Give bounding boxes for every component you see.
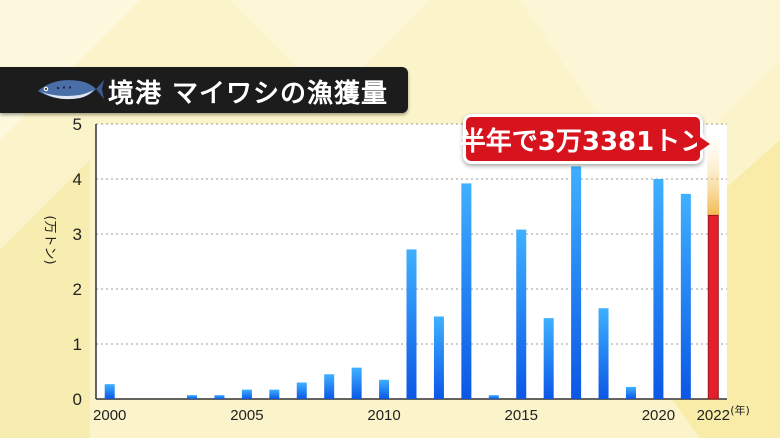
title-banner: 境港 マイワシの漁獲量 [0, 67, 408, 113]
bar-highlight [707, 214, 719, 400]
bar [269, 389, 280, 399]
bar [351, 367, 362, 399]
callout-pointer [697, 135, 710, 153]
y-tick-label: 4 [73, 170, 82, 189]
x-tick-labels: 2000 2005 2010 2015 2020 2022 [93, 407, 730, 424]
catch-callout: 半年で3万3381トン [460, 114, 706, 164]
bar [379, 379, 390, 399]
x-tick-label: 2020 [642, 407, 675, 424]
y-tick-label: 5 [73, 115, 82, 134]
y-tick-label: 2 [73, 280, 82, 299]
bar [571, 166, 582, 399]
x-tick-label: 2005 [230, 407, 263, 424]
y-axis-label: (万トン) [42, 215, 57, 264]
bar [433, 316, 444, 399]
bar [324, 374, 335, 399]
y-tick-label: 1 [73, 335, 82, 354]
bar [104, 384, 115, 399]
y-tick-label: 0 [73, 390, 82, 409]
bar [653, 179, 664, 399]
x-tick-label: 2000 [93, 407, 126, 424]
y-tick-labels: 0 1 2 3 4 5 [73, 115, 82, 409]
bar [296, 382, 307, 399]
x-axis-label: (年) [730, 403, 750, 417]
bar [516, 229, 527, 399]
bar [680, 193, 691, 399]
x-tick-label: 2022 [697, 407, 730, 424]
chart-title: 境港 マイワシの漁獲量 [108, 79, 389, 109]
bar [406, 249, 417, 399]
y-tick-label: 3 [73, 225, 82, 244]
x-tick-label: 2015 [505, 407, 538, 424]
bar [187, 395, 198, 399]
x-tick-label: 2010 [367, 407, 400, 424]
bar [598, 308, 609, 399]
projection-glow [707, 130, 720, 216]
bar [625, 386, 636, 399]
bar [461, 183, 472, 399]
bar [488, 395, 499, 399]
sardine-icon [38, 80, 104, 100]
bar-series [104, 130, 720, 400]
bar [543, 318, 554, 399]
bar [241, 389, 252, 399]
bar [214, 395, 225, 399]
